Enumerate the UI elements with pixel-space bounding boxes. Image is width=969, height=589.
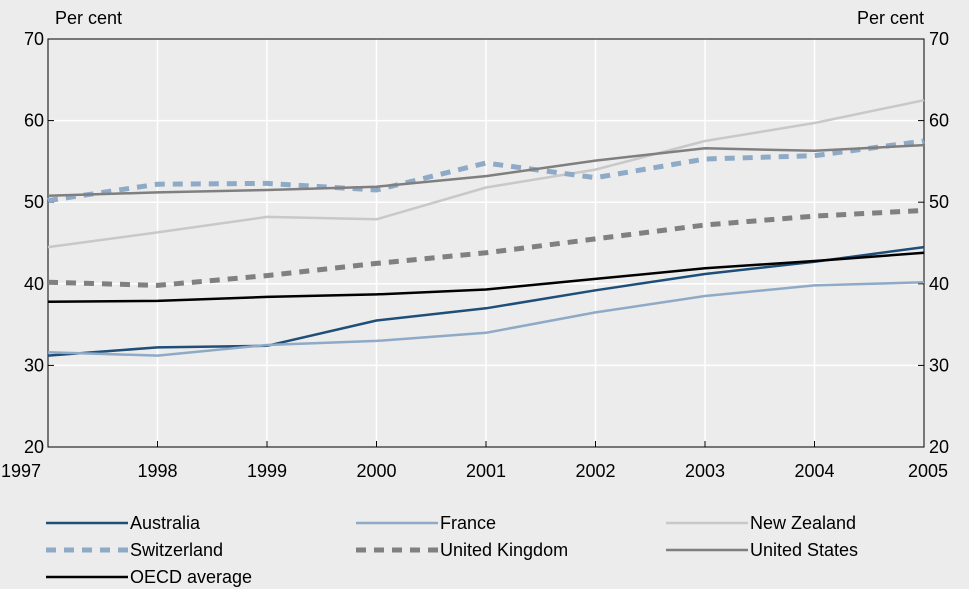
- legend: Australia France New Zealand Switzerland Uni…: [46, 513, 858, 587]
- y-tick-label-right: 20: [929, 437, 949, 457]
- y-tick-label-right: 60: [929, 111, 949, 131]
- y-tick-label-left: 70: [24, 29, 44, 49]
- y-tick-label-left: 50: [24, 192, 44, 212]
- y-tick-label-left: 20: [24, 437, 44, 457]
- series-line-united-states: [47, 143, 925, 197]
- y-tick-label-left: 30: [24, 355, 44, 375]
- x-tick-label: 2002: [575, 461, 615, 481]
- series-line-france: [47, 280, 925, 357]
- y-axis-right-label: Per cent: [857, 8, 924, 28]
- x-tick-label: 1999: [247, 461, 287, 481]
- series-line-united-kingdom: [47, 207, 925, 288]
- legend-label: New Zealand: [750, 513, 856, 533]
- series-line-new-zealand: [47, 98, 925, 249]
- legend-label: France: [440, 513, 496, 533]
- legend-label: OECD average: [130, 567, 252, 587]
- y-tick-label-right: 40: [929, 274, 949, 294]
- y-axis-left-tick-labels: 20 30 40 50 60 70: [24, 29, 44, 457]
- x-tick-label: 1998: [137, 461, 177, 481]
- y-tick-label-right: 50: [929, 192, 949, 212]
- grid-lines: [48, 39, 924, 447]
- y-tick-label-left: 40: [24, 274, 44, 294]
- x-tick-label: 2003: [685, 461, 725, 481]
- legend-label: Switzerland: [130, 540, 223, 560]
- series-line-oecd-average: [47, 251, 925, 304]
- y-tick-label-right: 70: [929, 29, 949, 49]
- y-axis-left-label: Per cent: [55, 8, 122, 28]
- series-lines: [47, 98, 925, 357]
- axis-ticks: [47, 38, 925, 448]
- x-tick-label: 2005: [908, 461, 948, 481]
- x-tick-label: 2000: [356, 461, 396, 481]
- legend-label: Australia: [130, 513, 201, 533]
- x-tick-label: 1997: [1, 461, 41, 481]
- x-tick-label: 2001: [466, 461, 506, 481]
- x-tick-label: 2004: [794, 461, 834, 481]
- legend-label: United States: [750, 540, 858, 560]
- legend-label: United Kingdom: [440, 540, 568, 560]
- y-tick-label-right: 30: [929, 355, 949, 375]
- x-axis-tick-labels: 1997 1998 1999 2000 2001 2002 2003 2004 2005: [1, 461, 948, 481]
- series-line-switzerland: [47, 138, 925, 204]
- series-line-australia: [47, 245, 925, 357]
- y-tick-label-left: 60: [24, 111, 44, 131]
- y-axis-right-tick-labels: 20 30 40 50 60 70: [929, 29, 949, 457]
